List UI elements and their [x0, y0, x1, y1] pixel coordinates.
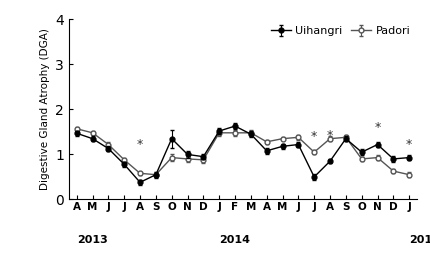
Text: *: *	[311, 130, 317, 143]
Legend: Uihangri, Padori: Uihangri, Padori	[266, 22, 415, 40]
Text: *: *	[327, 129, 333, 142]
Text: *: *	[137, 138, 143, 151]
Text: 2015: 2015	[409, 235, 430, 245]
Text: 2014: 2014	[219, 235, 250, 245]
Text: 2013: 2013	[77, 235, 108, 245]
Text: *: *	[375, 121, 381, 134]
Text: *: *	[406, 138, 412, 151]
Y-axis label: Digestive Gland Atrophy (DGA): Digestive Gland Atrophy (DGA)	[40, 29, 49, 190]
